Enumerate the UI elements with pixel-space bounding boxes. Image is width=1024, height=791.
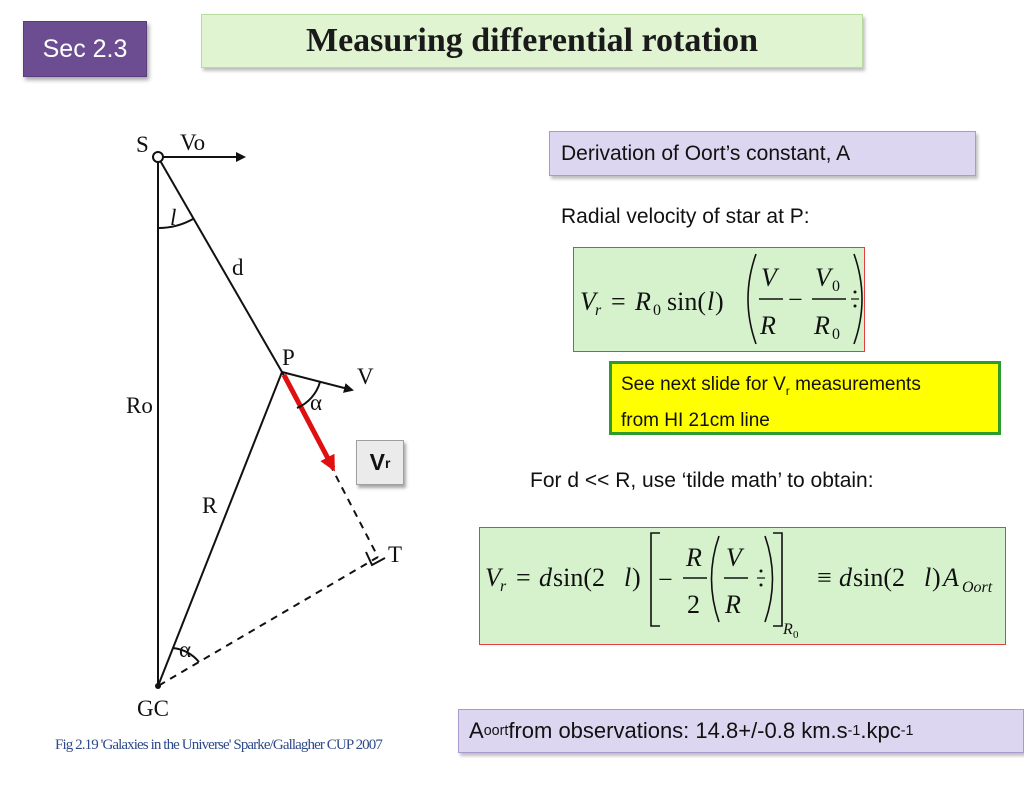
eq1-num-v0-sub: 0	[832, 278, 840, 295]
eq2-eval-sub2: 0	[793, 629, 799, 641]
eq2-sin: sin(2	[553, 563, 605, 592]
eq1-close: )	[715, 287, 724, 316]
label-v: V	[357, 364, 374, 389]
eq1-sin: sin(	[667, 287, 706, 316]
vr-arrow	[281, 373, 336, 472]
result-text: from observations: 14.8+/-0.8 km.s	[508, 718, 848, 743]
eq2-right-bracket	[773, 532, 783, 627]
eq2-vr-sub: r	[500, 578, 507, 595]
eq1-num-v0: V	[815, 263, 834, 292]
eq2-left-bracket	[650, 532, 660, 627]
figure-caption: Fig 2.19 'Galaxies in the Universe' Spar…	[55, 737, 383, 753]
eq2-rhs-close: )	[932, 563, 941, 592]
eq1-r0: R	[634, 287, 651, 316]
eq1-den-r0: R	[813, 311, 830, 340]
angle-l-arc	[157, 218, 194, 230]
label-p: P	[282, 345, 295, 370]
label-r: R	[202, 493, 218, 518]
eq2-rhs-a: A	[941, 563, 959, 592]
result-exp1: -1	[847, 723, 861, 739]
label-alpha-bottom: α	[179, 637, 191, 662]
eq2-d: d	[539, 563, 553, 592]
eq1-r0-sub: 0	[653, 302, 661, 319]
eq2-rhs-sin: sin(2	[853, 563, 905, 592]
eq2-rhs-d: d	[839, 563, 853, 592]
label-l: l	[170, 205, 176, 230]
galactic-geometry-diagram: S Vo l d P V α Ro R T α GC	[126, 130, 402, 721]
note-line1-prefix: See next slide for V	[621, 374, 786, 395]
eq1-right-paren	[853, 253, 863, 345]
eq2-frac-den: 2	[687, 590, 700, 619]
r-line	[157, 371, 283, 687]
eq2-close: )	[632, 563, 641, 592]
eq2-equiv: ≡	[817, 563, 832, 592]
gc-point-icon	[155, 683, 161, 689]
eq2-vr: V	[485, 563, 504, 592]
v-arrow	[281, 371, 354, 393]
angle-alpha-top-arc	[296, 381, 321, 409]
section-badge: Sec 2.3	[23, 21, 147, 77]
radial-velocity-equation: V r = R 0 sin( l ) V R − V 0 R 0	[573, 247, 865, 352]
oort-approximation-equation: V r = d sin(2 l ) − R 2 V R R 0 ≡ d sin(…	[479, 527, 1006, 645]
eq1-vr-sub: r	[595, 302, 602, 319]
approximation-label: For d << R, use ‘tilde math’ to obtain:	[530, 469, 874, 492]
t-gc-dashed-line	[157, 556, 379, 687]
derivation-heading: Derivation of Oort’s constant, A	[549, 131, 976, 176]
eq2-eval-sub: R	[782, 621, 793, 638]
label-gc: GC	[137, 696, 169, 721]
eq1-vr: V	[580, 287, 599, 316]
label-v0: Vo	[180, 130, 205, 155]
eq2-equals: =	[516, 563, 531, 592]
label-alpha-top: α	[310, 390, 322, 415]
eq2-l: l	[624, 563, 631, 592]
label-s: S	[136, 132, 149, 157]
eq2-rhs-l: l	[924, 563, 931, 592]
note-line1-suffix: measurements	[789, 374, 921, 395]
eq2-inner-num: V	[726, 543, 745, 572]
vr-badge-sub: r	[384, 454, 391, 471]
eq2-minus: −	[658, 565, 673, 594]
note-line1-sub: r	[785, 383, 790, 398]
radial-velocity-label: Radial velocity of star at P:	[561, 205, 810, 228]
s-point-icon	[152, 151, 164, 163]
result-exp2: -1	[900, 723, 914, 739]
label-d: d	[232, 255, 244, 280]
label-r0: Ro	[126, 393, 153, 418]
result-mid: .kpc	[860, 718, 901, 743]
eq1-num-v: V	[761, 263, 780, 292]
eq2-inner-den: R	[724, 590, 741, 619]
eq1-l: l	[707, 287, 714, 316]
note-line2: from HI 21cm line	[621, 409, 770, 431]
eq2-left-paren	[710, 535, 720, 623]
angle-alpha-bottom-arc	[172, 647, 200, 663]
result-prefix: A	[469, 718, 484, 743]
eq1-minus: −	[788, 285, 803, 314]
d-line	[157, 156, 283, 373]
eq1-den-r0-sub: 0	[832, 326, 840, 343]
slide-title: Measuring differential rotation	[201, 14, 863, 68]
eq2-right-paren	[764, 535, 774, 623]
right-angle-marker	[365, 551, 386, 567]
eq1-equals: =	[611, 287, 626, 316]
eq2-rhs-sub: Oort	[962, 579, 993, 596]
eq1-left-paren	[747, 253, 757, 345]
result-prefix-sub: oort	[483, 723, 509, 739]
eq1-den-r: R	[759, 311, 776, 340]
next-slide-note: See next slide for Vr measurements from …	[609, 361, 1001, 435]
vr-badge-main: V	[369, 449, 385, 475]
eq2-frac-num: R	[685, 543, 702, 572]
label-t: T	[388, 542, 402, 567]
